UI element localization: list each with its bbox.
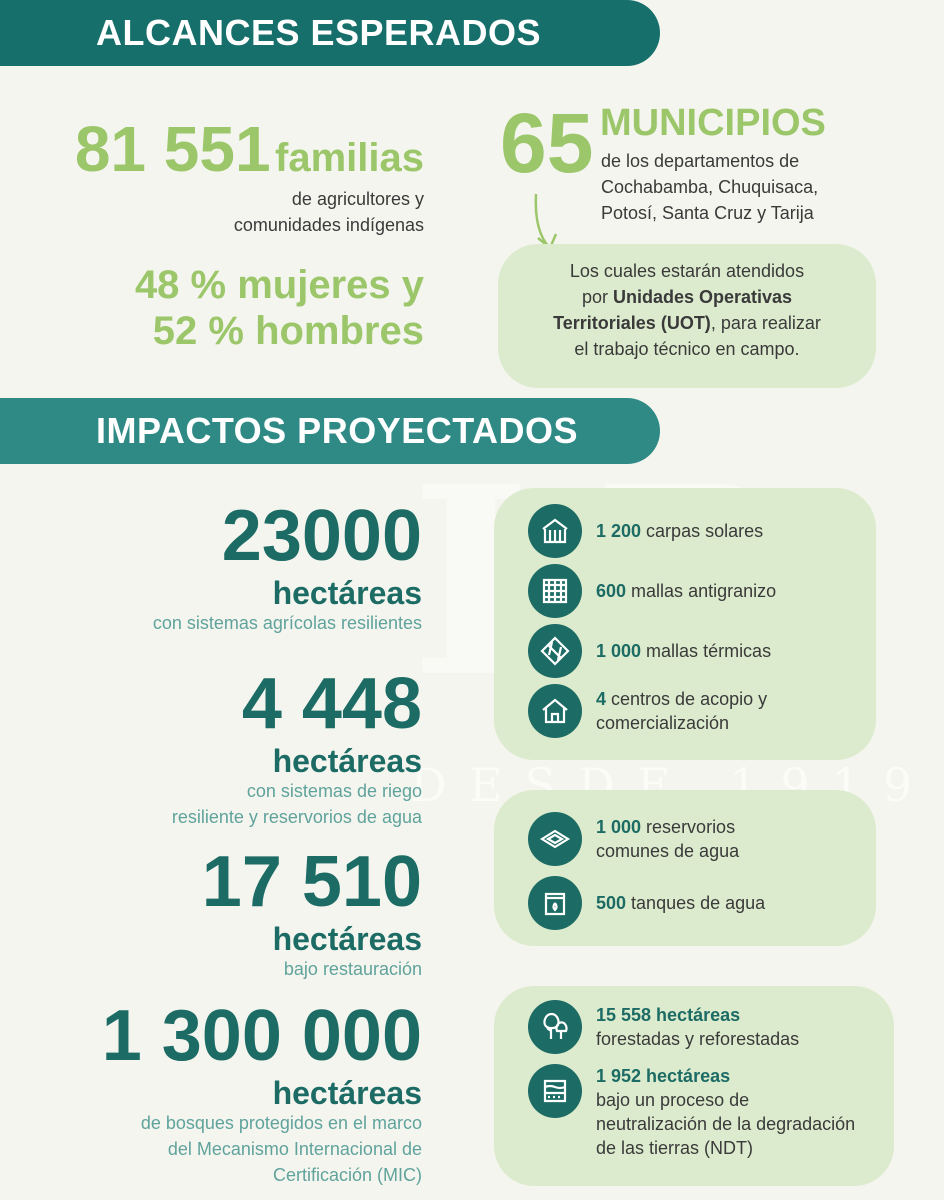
stat-unit: hectáreas (272, 575, 422, 611)
uot-line-4: el trabajo técnico en campo. (574, 339, 800, 359)
list-item: 1 000 mallas térmicas (528, 624, 876, 678)
list-item: 500 tanques de agua (528, 876, 876, 930)
familias-desc-2: comunidades indígenas (233, 215, 424, 235)
item-number: 600 (596, 581, 627, 601)
stat-desc: del Mecanismo Internacional de (167, 1139, 422, 1159)
familias-number: 81 551 (74, 113, 271, 185)
item-number: 500 (596, 893, 627, 913)
forest-box: 15 558 hectáreas forestadas y reforestada… (494, 986, 894, 1186)
stat-desc: Certificación (MIC) (272, 1165, 422, 1185)
municipios-label: MUNICIPIOS (600, 102, 826, 144)
alcances-title: ALCANCES ESPERADOS (96, 12, 542, 53)
item-number: 1 952 hectáreas (596, 1066, 731, 1086)
uot-line-2-bold: Unidades Operativas (612, 287, 793, 307)
item-number: 1 000 (596, 641, 642, 661)
item-text: bajo un proceso de (596, 1090, 750, 1110)
item-text: centros de acopio y (606, 689, 768, 709)
list-item: 600 mallas antigranizo (528, 564, 876, 618)
infrastructure-box-1: 1 200 carpas solares 600 mallas antigran… (494, 488, 876, 760)
gender-women: 48 % mujeres y (134, 263, 424, 307)
impactos-title: IMPACTOS PROYECTADOS (96, 410, 579, 451)
stat-number: 17 510 (201, 842, 422, 922)
uot-box: Los cuales estarán atendidos por Unidade… (498, 244, 876, 388)
stat-desc: con sistemas agrícolas resilientes (152, 613, 422, 633)
uot-line-2-pre: por (581, 287, 613, 307)
item-text: tanques de agua (626, 893, 766, 913)
municipios-desc-1: de los departamentos de (601, 151, 800, 171)
list-item: 4 centros de acopio y comercialización (528, 684, 876, 738)
familias-desc-1: de agricultores y (291, 189, 424, 209)
soil-layers-icon (528, 1064, 582, 1118)
item-number: 4 (596, 689, 607, 709)
item-text: neutralización de la degradación (596, 1114, 856, 1134)
stat-number: 4 448 (241, 664, 422, 744)
stat-desc: con sistemas de riego (246, 781, 422, 801)
stat-desc: resiliente y reservorios de agua (171, 807, 422, 827)
trees-icon (528, 1000, 582, 1054)
item-number: 15 558 hectáreas (596, 1005, 741, 1025)
water-tank-icon (528, 876, 582, 930)
item-text: mallas térmicas (641, 641, 772, 661)
warehouse-icon (528, 684, 582, 738)
greenhouse-icon (528, 504, 582, 558)
item-text: forestadas y reforestadas (596, 1029, 800, 1049)
stat-1: 23000 hectáreas con sistemas agrícolas r… (60, 496, 422, 636)
item-text: comunes de agua (596, 841, 740, 861)
uot-line-3-post: , para realizar (710, 313, 821, 333)
municipios-desc-3: Potosí, Santa Cruz y Tarija (601, 203, 814, 223)
impactos-banner: IMPACTOS PROYECTADOS (0, 398, 660, 464)
municipios-desc: de los departamentos de Cochabamba, Chuq… (601, 148, 818, 226)
stat-number: 23000 (221, 496, 422, 576)
thermal-mesh-icon (528, 624, 582, 678)
water-box: 1 000 reservorios comunes de agua 500 tan… (494, 790, 876, 946)
item-text: reservorios (641, 817, 736, 837)
item-text: de las tierras (NDT) (596, 1138, 754, 1158)
familias-stat: 81 551 familias de agricultores y comuni… (60, 112, 424, 238)
municipios-desc-2: Cochabamba, Chuquisaca, (601, 177, 819, 197)
municipios-number: 65 (500, 96, 594, 190)
stat-desc: de bosques protegidos en el marco (140, 1113, 422, 1133)
stat-unit: hectáreas (272, 1075, 422, 1111)
gender-stat: 48 % mujeres y 52 % hombres (60, 262, 424, 354)
stat-2: 4 448 hectáreas con sistemas de riego re… (60, 664, 422, 830)
item-text: mallas antigranizo (626, 581, 777, 601)
uot-line-3-bold: Territoriales (UOT) (553, 313, 711, 333)
stat-3: 17 510 hectáreas bajo restauración (60, 842, 422, 982)
familias-label: familias (275, 136, 424, 180)
alcances-banner: ALCANCES ESPERADOS (0, 0, 660, 66)
item-text: carpas solares (641, 521, 764, 541)
gender-men: 52 % hombres (152, 309, 424, 353)
list-item: 1 200 carpas solares (528, 504, 876, 558)
uot-line-1: Los cuales estarán atendidos (569, 261, 805, 281)
reservoir-icon (528, 812, 582, 866)
stat-4: 1 300 000 hectáreas de bosques protegido… (20, 996, 422, 1188)
stat-unit: hectáreas (272, 921, 422, 957)
stat-number: 1 300 000 (101, 996, 422, 1076)
item-text: comercialización (596, 713, 730, 733)
stat-desc: bajo restauración (283, 959, 422, 979)
list-item: 15 558 hectáreas forestadas y reforestada… (528, 1000, 894, 1054)
list-item: 1 952 hectáreas bajo un proceso de neutral… (528, 1064, 894, 1160)
item-number: 1 000 (596, 817, 642, 837)
list-item: 1 000 reservorios comunes de agua (528, 812, 876, 866)
item-number: 1 200 (596, 521, 642, 541)
hail-net-icon (528, 564, 582, 618)
stat-unit: hectáreas (272, 743, 422, 779)
